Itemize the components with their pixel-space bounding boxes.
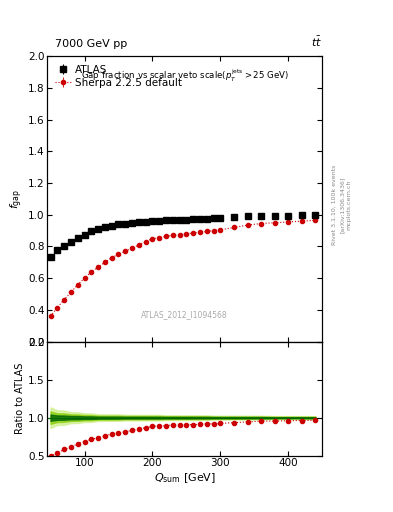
- Y-axis label: $f_{\rm gap}$: $f_{\rm gap}$: [9, 189, 25, 209]
- Text: ATLAS_2012_I1094568: ATLAS_2012_I1094568: [141, 310, 228, 319]
- Legend: ATLAS, Sherpa 2.2.5 default: ATLAS, Sherpa 2.2.5 default: [52, 61, 185, 91]
- Text: 7000 GeV pp: 7000 GeV pp: [55, 38, 127, 49]
- Text: [arXiv:1306.3436]: [arXiv:1306.3436]: [340, 177, 345, 233]
- X-axis label: $Q_{\rm sum}$ [GeV]: $Q_{\rm sum}$ [GeV]: [154, 471, 216, 485]
- Text: Rivet 3.1.10, 100k events: Rivet 3.1.10, 100k events: [332, 165, 337, 245]
- Text: $t\bar{t}$: $t\bar{t}$: [311, 34, 322, 49]
- Text: Gap fraction vs scalar veto scale($p_T^{\rm jets}>25$ GeV): Gap fraction vs scalar veto scale($p_T^{…: [81, 68, 289, 84]
- Y-axis label: Ratio to ATLAS: Ratio to ATLAS: [15, 363, 25, 434]
- Text: mcplots.cern.ch: mcplots.cern.ch: [347, 180, 352, 230]
